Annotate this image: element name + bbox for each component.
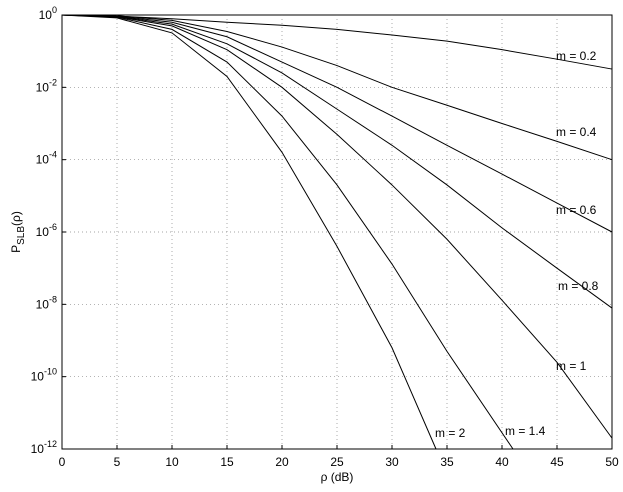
series-label: m = 0.6 (556, 203, 597, 217)
series-label: m = 0.2 (556, 49, 597, 63)
series-label: m = 1 (556, 359, 587, 373)
x-tick-label: 45 (550, 455, 564, 469)
y-tick-label: 10-8 (36, 294, 57, 311)
y-tick-label: 10-4 (36, 150, 57, 167)
x-tick-label: 35 (440, 455, 454, 469)
x-tick-label: 15 (220, 455, 234, 469)
series-line (61, 14, 437, 450)
y-tick-label: 10-10 (31, 367, 57, 384)
x-tick-label: 40 (495, 455, 509, 469)
series-label: m = 1.4 (505, 424, 546, 438)
x-tick-label: 0 (59, 455, 66, 469)
y-tick-label: 10-12 (31, 439, 57, 456)
x-tick-label: 20 (275, 455, 289, 469)
series-line (61, 14, 613, 233)
x-tick-label: 5 (114, 455, 121, 469)
x-tick-label: 25 (330, 455, 344, 469)
series-label: m = 0.4 (556, 125, 597, 139)
series-line (61, 14, 613, 161)
y-tick-label: 10-6 (36, 222, 57, 239)
series-line (61, 14, 613, 309)
series-label: m = 2 (435, 426, 466, 440)
series-label: m = 0.8 (558, 279, 599, 293)
x-tick-label: 10 (165, 455, 179, 469)
x-axis-label: ρ (dB) (321, 470, 354, 484)
x-tick-label: 30 (385, 455, 399, 469)
series-line (61, 14, 613, 439)
x-tick-label: 50 (605, 455, 619, 469)
y-tick-label: 10-2 (36, 77, 57, 94)
y-axis-label: PSLB(ρ) (9, 211, 27, 253)
series-line (61, 14, 613, 70)
y-tick-label: 100 (39, 5, 57, 22)
series-line (61, 14, 514, 450)
